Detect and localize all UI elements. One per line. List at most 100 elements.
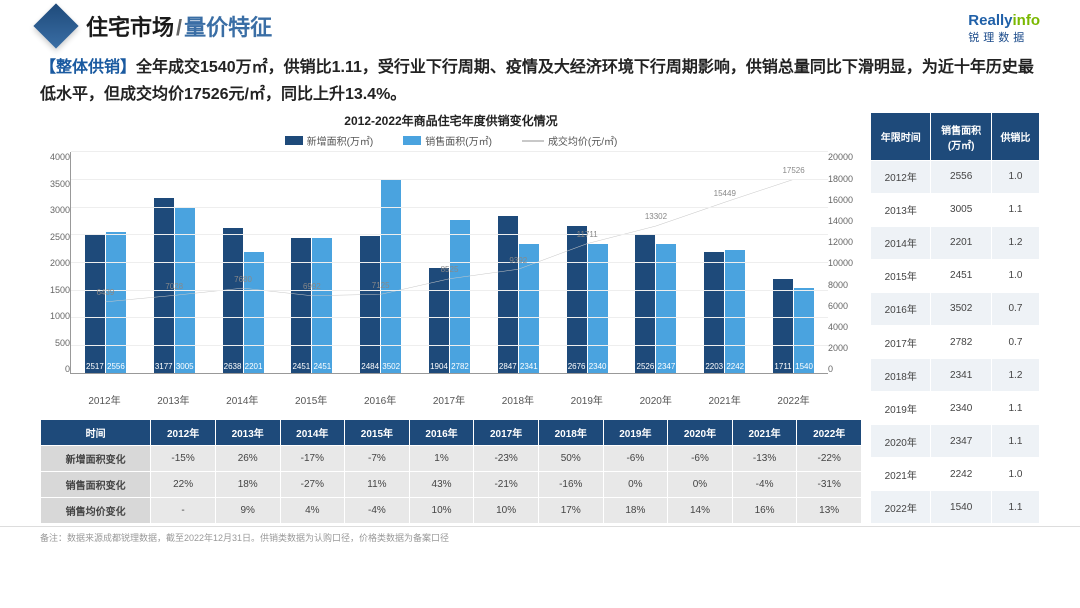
side-table-cell: 3502	[931, 292, 991, 325]
table-cell: -21%	[474, 472, 539, 498]
table-cell: 26%	[215, 446, 280, 472]
price-line	[71, 152, 828, 373]
table-cell: 18%	[215, 472, 280, 498]
side-table-cell: 0.7	[991, 292, 1039, 325]
y-axis-right: 2000018000160001400012000100008000600040…	[828, 152, 862, 392]
y-left-tick: 1500	[40, 285, 70, 295]
price-point-label: 9392	[509, 256, 527, 265]
x-tick-label: 2016年	[346, 392, 415, 407]
legend-swatch-1	[285, 136, 303, 145]
legend-item-3: 成交均价(元/㎡)	[522, 133, 617, 148]
table-cell: -17%	[280, 446, 345, 472]
table-header-cell: 2012年	[151, 420, 216, 446]
grid-line	[71, 207, 828, 208]
table-header-cell: 2017年	[474, 420, 539, 446]
change-table: 时间2012年2013年2014年2015年2016年2017年2018年201…	[40, 419, 862, 524]
y-left-tick: 3000	[40, 205, 70, 215]
x-tick-label: 2015年	[277, 392, 346, 407]
price-point-label: 13302	[645, 212, 667, 221]
table-cell: 9%	[215, 498, 280, 524]
price-point-label: 6439	[97, 288, 115, 297]
table-cell: 0%	[668, 472, 733, 498]
side-table-cell: 1.1	[991, 392, 1039, 425]
table-cell: 17%	[538, 498, 603, 524]
grid-line	[71, 345, 828, 346]
table-cell: 16%	[732, 498, 797, 524]
table-cell: -7%	[345, 446, 410, 472]
summary-text: 【整体供销】全年成交1540万㎡，供销比1.11，受行业下行周期、疫情及大经济环…	[0, 48, 1080, 112]
y-right-tick: 18000	[828, 174, 862, 184]
side-table-cell: 1540	[931, 491, 991, 524]
side-table-cell: 2201	[931, 226, 991, 259]
table-header-cell: 2015年	[345, 420, 410, 446]
table-row-header: 新增面积变化	[41, 446, 151, 472]
logo-sub: 锐理数据	[968, 29, 1040, 45]
table-cell: 50%	[538, 446, 603, 472]
header: 住宅市场/量价特征	[0, 0, 1080, 48]
table-cell: 18%	[603, 498, 668, 524]
grid-line	[71, 262, 828, 263]
side-table-cell: 2340	[931, 392, 991, 425]
table-cell: -6%	[668, 446, 733, 472]
x-tick-label: 2014年	[208, 392, 277, 407]
table-cell: 11%	[345, 472, 410, 498]
table-cell: -6%	[603, 446, 668, 472]
side-table-cell: 0.7	[991, 325, 1039, 358]
side-table-cell: 1.0	[991, 259, 1039, 292]
side-table-cell: 1.1	[991, 425, 1039, 458]
grid-line	[71, 317, 828, 318]
y-right-tick: 12000	[828, 237, 862, 247]
side-table-cell: 2014年	[871, 226, 931, 259]
table-cell: 0%	[603, 472, 668, 498]
side-table-cell: 3005	[931, 193, 991, 226]
side-table-cell: 2242	[931, 458, 991, 491]
side-table-cell: 2013年	[871, 193, 931, 226]
price-point-label: 17526	[782, 166, 804, 175]
side-table-cell: 1.0	[991, 160, 1039, 193]
title-main: 住宅市场	[86, 15, 174, 40]
side-table-cell: 2012年	[871, 160, 931, 193]
y-left-tick: 4000	[40, 152, 70, 162]
x-axis-labels: 2012年2013年2014年2015年2016年2017年2018年2019年…	[70, 392, 828, 407]
y-left-tick: 2000	[40, 258, 70, 268]
logo-b: info	[1013, 12, 1041, 29]
side-table-cell: 1.1	[991, 491, 1039, 524]
table-cell: 4%	[280, 498, 345, 524]
table-cell: 1%	[409, 446, 474, 472]
y-right-tick: 2000	[828, 343, 862, 353]
y-right-tick: 16000	[828, 195, 862, 205]
side-table: 年限时间销售面积(万㎡)供销比2012年25561.02013年30051.12…	[870, 112, 1040, 524]
legend-line-icon	[522, 140, 544, 142]
side-table-cell: 1.2	[991, 359, 1039, 392]
x-tick-label: 2020年	[621, 392, 690, 407]
table-cell: -23%	[474, 446, 539, 472]
grid-line	[71, 234, 828, 235]
grid-line	[71, 179, 828, 180]
x-tick-label: 2022年	[759, 392, 828, 407]
grid-line	[71, 151, 828, 152]
side-table-cell: 2341	[931, 359, 991, 392]
price-point-label: 11711	[577, 230, 598, 239]
price-point-label: 6992	[303, 282, 321, 291]
table-cell: -4%	[345, 498, 410, 524]
price-point-label: 15449	[714, 189, 736, 198]
x-tick-label: 2017年	[415, 392, 484, 407]
side-table-cell: 2020年	[871, 425, 931, 458]
side-table-cell: 2017年	[871, 325, 931, 358]
side-table-cell: 2015年	[871, 259, 931, 292]
legend-item-1: 新增面积(万㎡)	[285, 133, 374, 148]
table-cell: 14%	[668, 498, 733, 524]
table-cell: -22%	[797, 446, 862, 472]
side-table-cell: 2021年	[871, 458, 931, 491]
y-right-tick: 14000	[828, 216, 862, 226]
table-cell: 22%	[151, 472, 216, 498]
y-left-tick: 2500	[40, 232, 70, 242]
price-point-label: 7125	[372, 281, 390, 290]
grid-line	[71, 290, 828, 291]
y-left-tick: 500	[40, 338, 70, 348]
table-cell: -	[151, 498, 216, 524]
y-left-tick: 3500	[40, 179, 70, 189]
table-cell: -16%	[538, 472, 603, 498]
side-table-header: 销售面积(万㎡)	[931, 113, 991, 160]
table-cell: -13%	[732, 446, 797, 472]
